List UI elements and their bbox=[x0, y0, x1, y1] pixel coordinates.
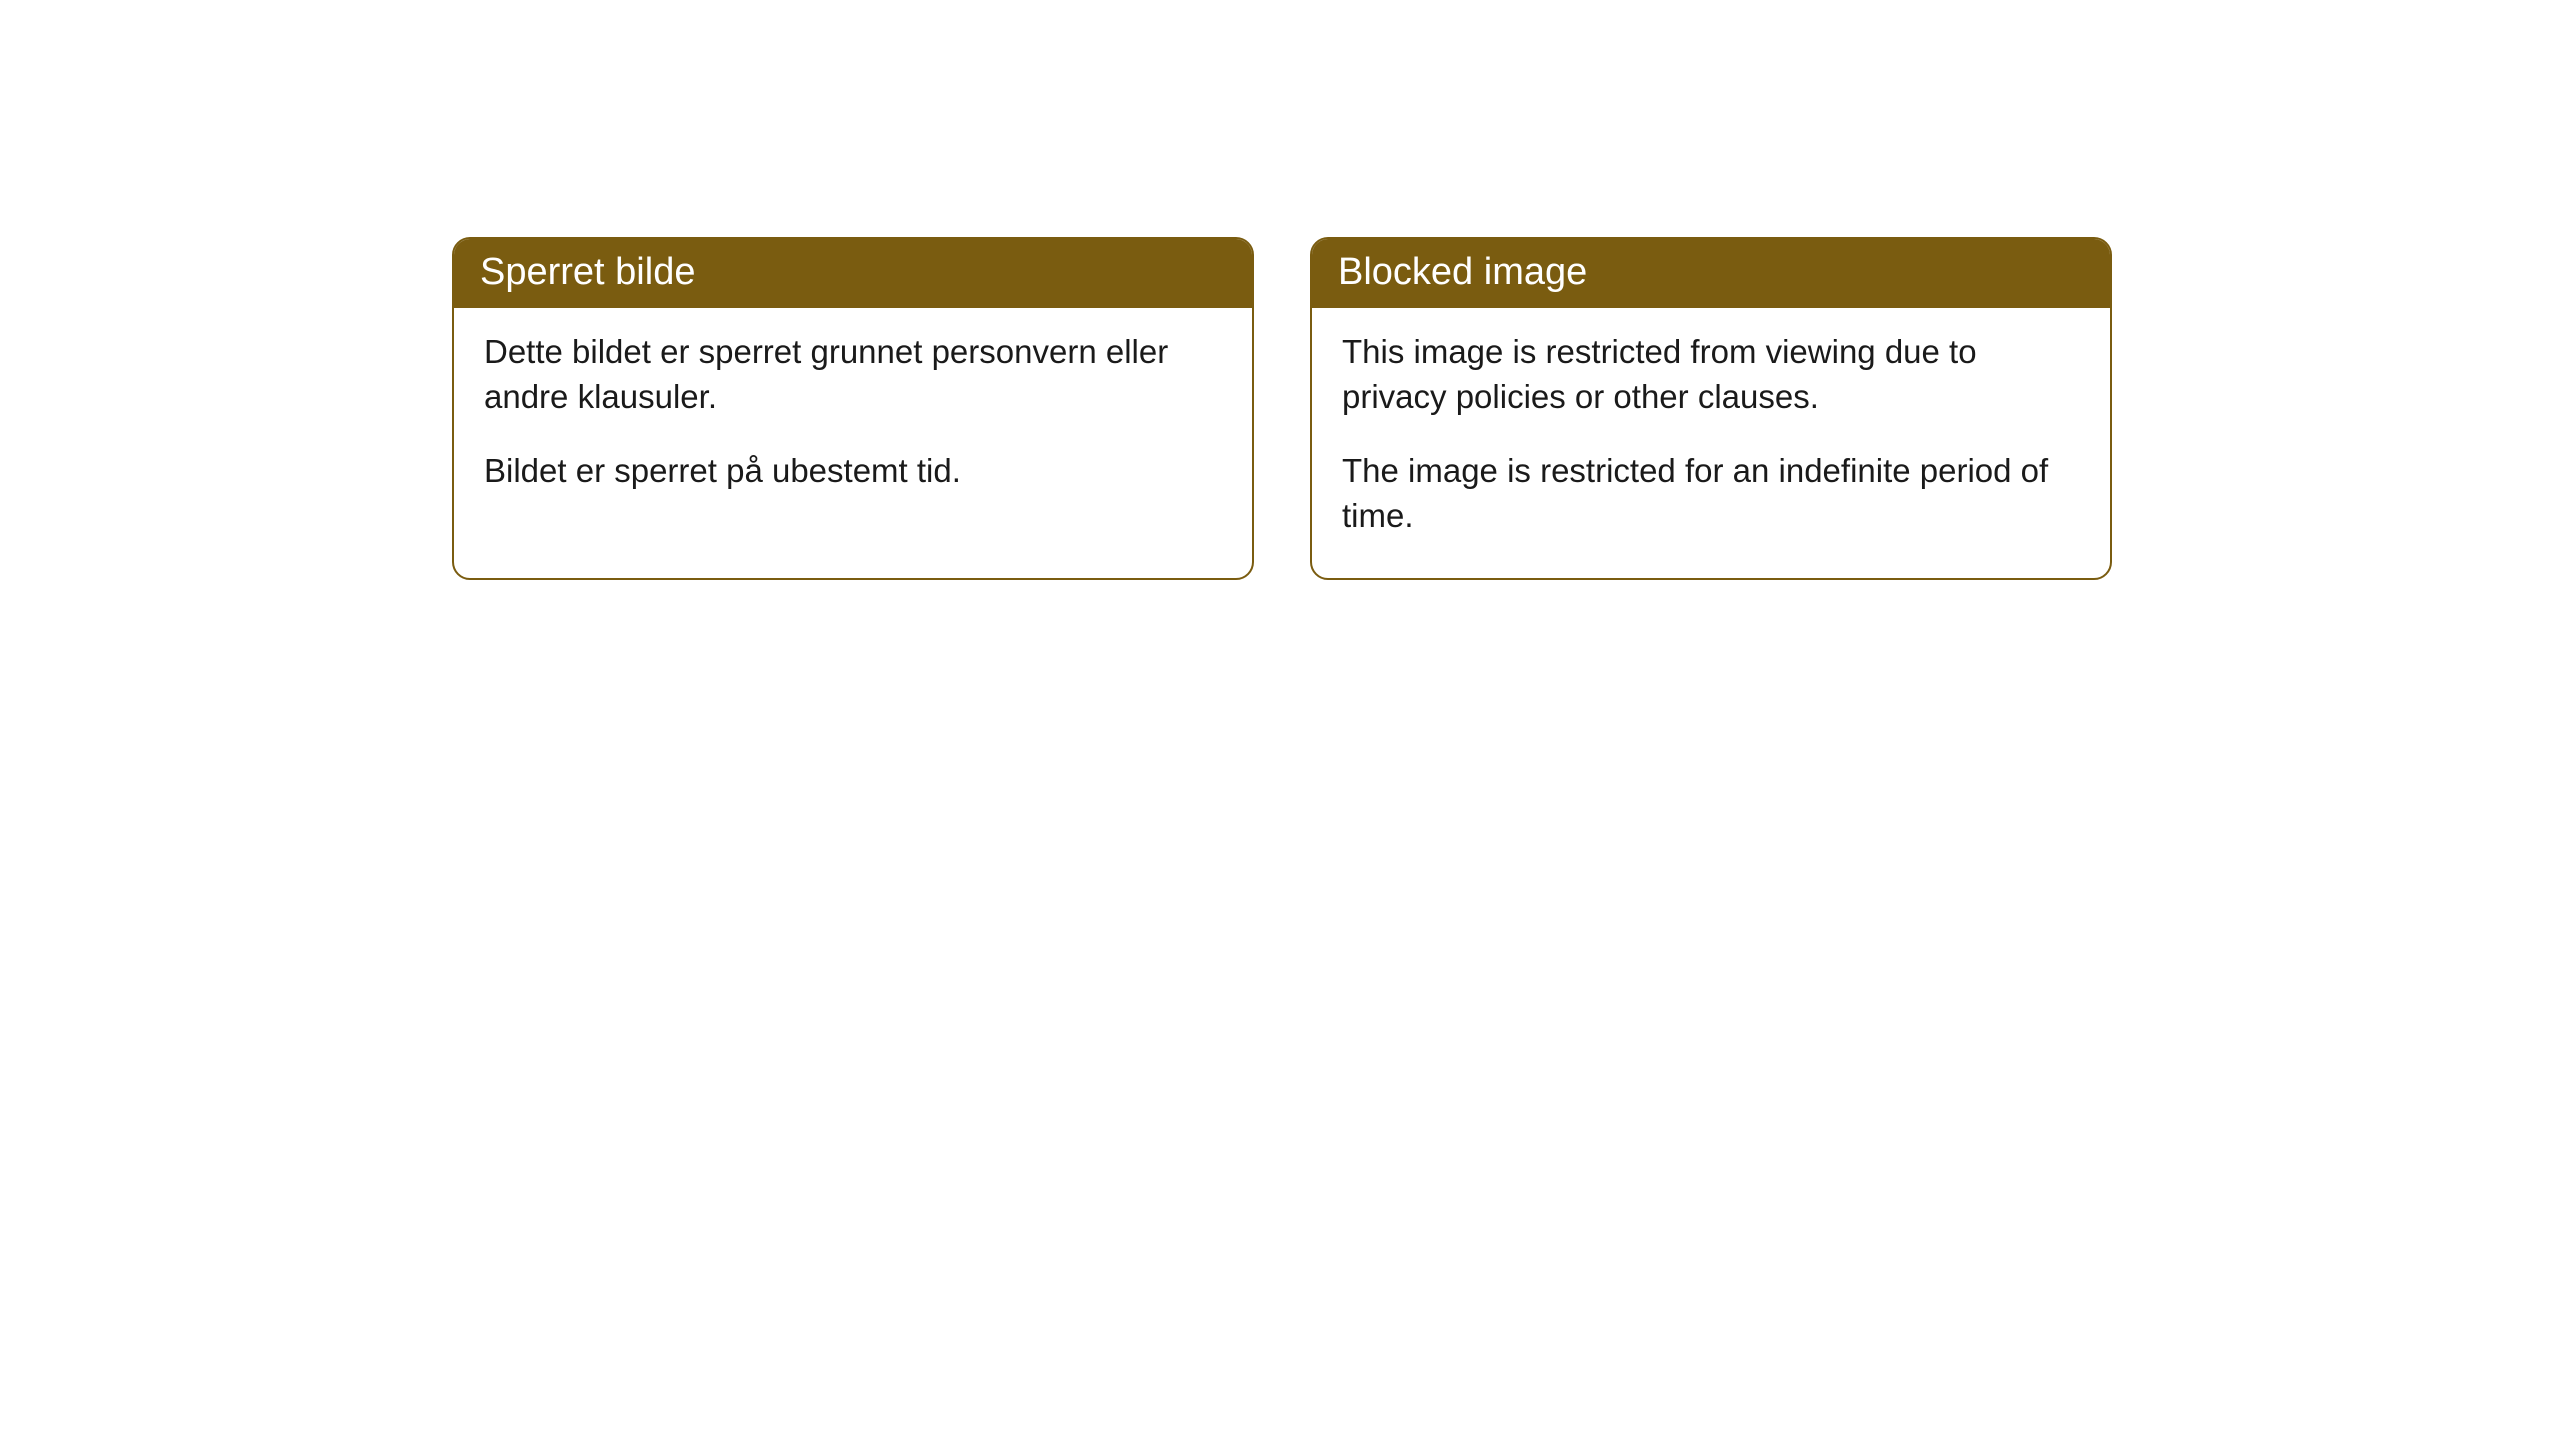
blocked-image-card-no: Sperret bilde Dette bildet er sperret gr… bbox=[452, 237, 1254, 580]
card-paragraph: The image is restricted for an indefinit… bbox=[1342, 449, 2080, 538]
card-paragraph: Bildet er sperret på ubestemt tid. bbox=[484, 449, 1222, 494]
notice-cards-container: Sperret bilde Dette bildet er sperret gr… bbox=[452, 237, 2112, 580]
card-body-no: Dette bildet er sperret grunnet personve… bbox=[454, 308, 1252, 534]
card-paragraph: Dette bildet er sperret grunnet personve… bbox=[484, 330, 1222, 419]
card-header-no: Sperret bilde bbox=[454, 239, 1252, 308]
blocked-image-card-en: Blocked image This image is restricted f… bbox=[1310, 237, 2112, 580]
card-header-en: Blocked image bbox=[1312, 239, 2110, 308]
card-paragraph: This image is restricted from viewing du… bbox=[1342, 330, 2080, 419]
card-body-en: This image is restricted from viewing du… bbox=[1312, 308, 2110, 578]
